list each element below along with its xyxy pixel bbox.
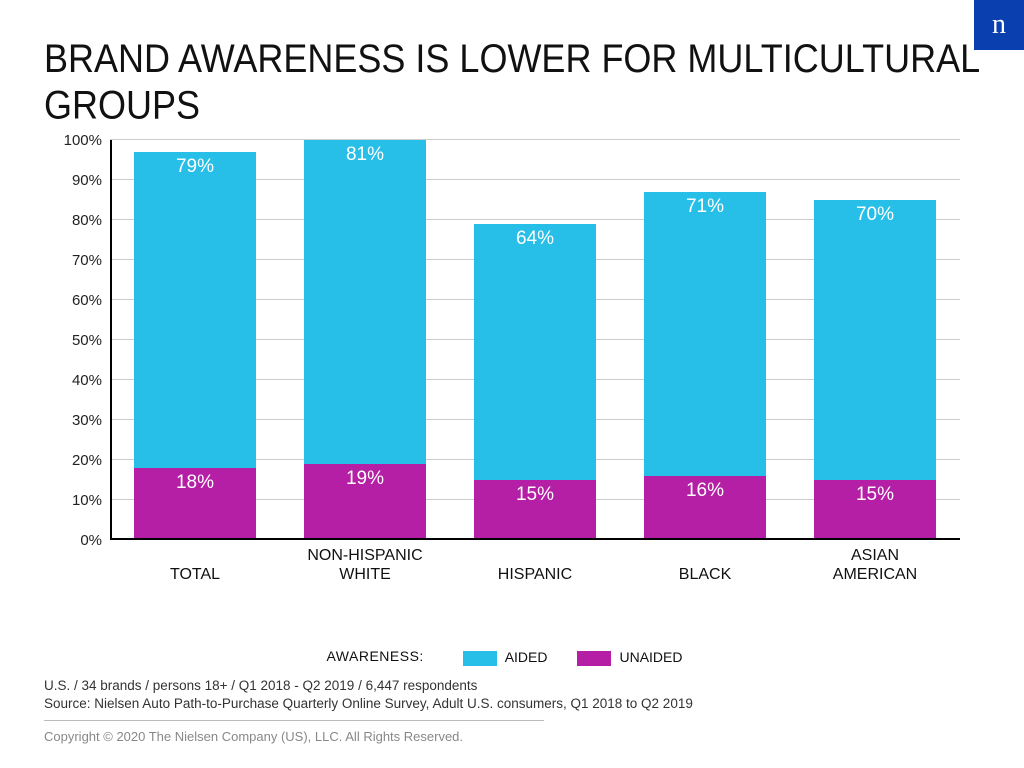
bar-group: 19% 81%: [304, 140, 426, 540]
bar-group: 16% 71%: [644, 140, 766, 540]
footnote-line-1: U.S. / 34 brands / persons 18+ / Q1 2018…: [44, 677, 477, 696]
x-tick-label: HISPANIC: [450, 565, 620, 584]
y-tick-label: 80%: [62, 212, 102, 229]
page-title: BRAND AWARENESS IS LOWER FOR MULTICULTUR…: [44, 36, 1024, 128]
bar-group: 18% 79%: [134, 140, 256, 540]
x-tick-label: ASIANAMERICAN: [790, 546, 960, 584]
page: n BRAND AWARENESS IS LOWER FOR MULTICULT…: [0, 0, 1024, 768]
x-tick-label: NON-HISPANICWHITE: [280, 546, 450, 584]
bar-value-label: 71%: [644, 196, 766, 218]
legend-swatch: [463, 651, 497, 666]
bar-value-label: 79%: [134, 156, 256, 178]
legend-item: UNAIDED: [577, 649, 682, 666]
legend-label: UNAIDED: [619, 649, 682, 665]
bar-segment: [644, 192, 766, 476]
y-tick-label: 10%: [62, 492, 102, 509]
bar-value-label: 16%: [644, 480, 766, 502]
x-tick-label: BLACK: [620, 565, 790, 584]
bar-segment: [304, 140, 426, 464]
x-axis: [110, 538, 960, 540]
x-tick-label: TOTAL: [110, 565, 280, 584]
bar-value-label: 18%: [134, 472, 256, 494]
bar-group: 15% 70%: [814, 140, 936, 540]
y-tick-label: 90%: [62, 172, 102, 189]
y-tick-label: 50%: [62, 332, 102, 349]
y-tick-label: 0%: [62, 532, 102, 549]
legend-label: AIDED: [505, 649, 548, 665]
y-tick-label: 40%: [62, 372, 102, 389]
y-tick-label: 30%: [62, 412, 102, 429]
bar-segment: [814, 200, 936, 480]
legend-swatch: [577, 651, 611, 666]
bar-value-label: 70%: [814, 204, 936, 226]
bar-segment: [474, 224, 596, 480]
y-tick-label: 100%: [62, 132, 102, 149]
legend-item: AIDED: [463, 649, 548, 666]
bar-segment: [134, 152, 256, 468]
bar-group: 15% 64%: [474, 140, 596, 540]
copyright: Copyright © 2020 The Nielsen Company (US…: [44, 720, 544, 744]
brand-awareness-chart: 0%10%20%30%40%50%60%70%80%90%100%18%79%T…: [60, 140, 960, 600]
y-tick-label: 20%: [62, 452, 102, 469]
y-tick-label: 60%: [62, 292, 102, 309]
bar-value-label: 81%: [304, 144, 426, 166]
bar-value-label: 15%: [814, 484, 936, 506]
y-axis: [110, 140, 112, 540]
bar-value-label: 64%: [474, 228, 596, 250]
bar-value-label: 15%: [474, 484, 596, 506]
y-tick-label: 70%: [62, 252, 102, 269]
chart-legend: AWARENESS: AIDED UNAIDED: [0, 648, 1024, 666]
footnote-line-2: Source: Nielsen Auto Path-to-Purchase Qu…: [44, 695, 693, 714]
bar-value-label: 19%: [304, 468, 426, 490]
legend-title: AWARENESS:: [326, 648, 423, 664]
